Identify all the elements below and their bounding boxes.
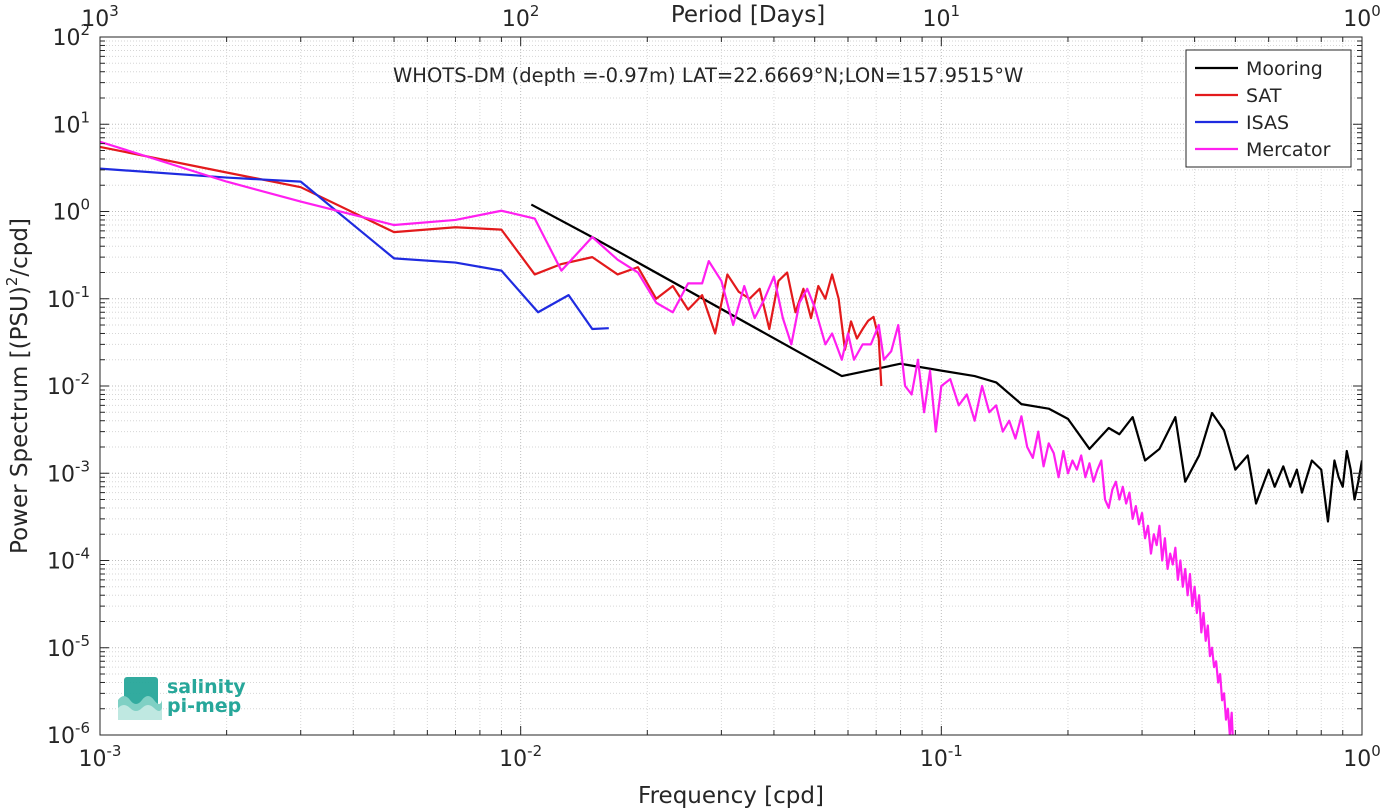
top-tick-label: 103	[81, 2, 119, 32]
top-tick-label: 101	[923, 2, 961, 32]
x-axis-label: Frequency [cpd]	[638, 783, 824, 809]
y-tick-label: 100	[52, 196, 90, 226]
series-line-mooring	[530, 203, 1362, 523]
legend-label-mooring: Mooring	[1246, 58, 1323, 80]
y-tick-label: 10-1	[47, 283, 90, 313]
legend-label-mercator: Mercator	[1246, 139, 1331, 161]
y-tick-label: 10-4	[47, 545, 90, 575]
x-tick-label: 10-1	[920, 742, 963, 772]
y-axis-label-prefix: Power Spectrum [(PSU)	[7, 286, 33, 554]
top-axis-label: Period [Days]	[671, 2, 825, 28]
legend: Mooring SAT ISAS Mercator	[1185, 49, 1352, 168]
y-axis-label: Power Spectrum [(PSU)2/cpd]	[3, 218, 33, 554]
logo-mark	[118, 677, 162, 720]
y-tick-label: 101	[52, 108, 90, 138]
salinity-pi-mep-logo: salinity pi-mep	[118, 676, 246, 720]
y-axis-label-sup: 2	[3, 277, 21, 287]
series-layer	[100, 140, 1362, 735]
x-tick-label: 100	[1343, 742, 1381, 772]
chart-annotation: WHOTS-DM (depth =-0.97m) LAT=22.6669°N;L…	[393, 64, 1023, 87]
series-line-sat	[100, 145, 883, 387]
legend-label-isas: ISAS	[1246, 112, 1289, 134]
top-tick-label: 102	[502, 2, 540, 32]
y-tick-label: 10-3	[47, 457, 90, 487]
legend-box	[1185, 49, 1352, 168]
tick-marks	[99, 36, 1363, 736]
logo-line2: pi-mep	[167, 695, 241, 717]
series-line-mercator	[100, 140, 1234, 735]
minor-grid	[100, 37, 1362, 735]
top-tick-label: 100	[1343, 2, 1381, 32]
series-line-isas	[100, 167, 609, 331]
y-axis-label-suffix: /cpd]	[7, 218, 33, 277]
y-tick-label: 102	[52, 21, 90, 51]
logo-line1: salinity	[167, 676, 246, 698]
y-tick-label: 10-6	[47, 719, 90, 749]
y-tick-label: 10-2	[47, 370, 90, 400]
y-tick-label: 10-5	[47, 632, 90, 662]
x-tick-label: 10-2	[499, 742, 542, 772]
legend-label-sat: SAT	[1246, 85, 1282, 107]
x-tick-label: 10-3	[79, 742, 122, 772]
